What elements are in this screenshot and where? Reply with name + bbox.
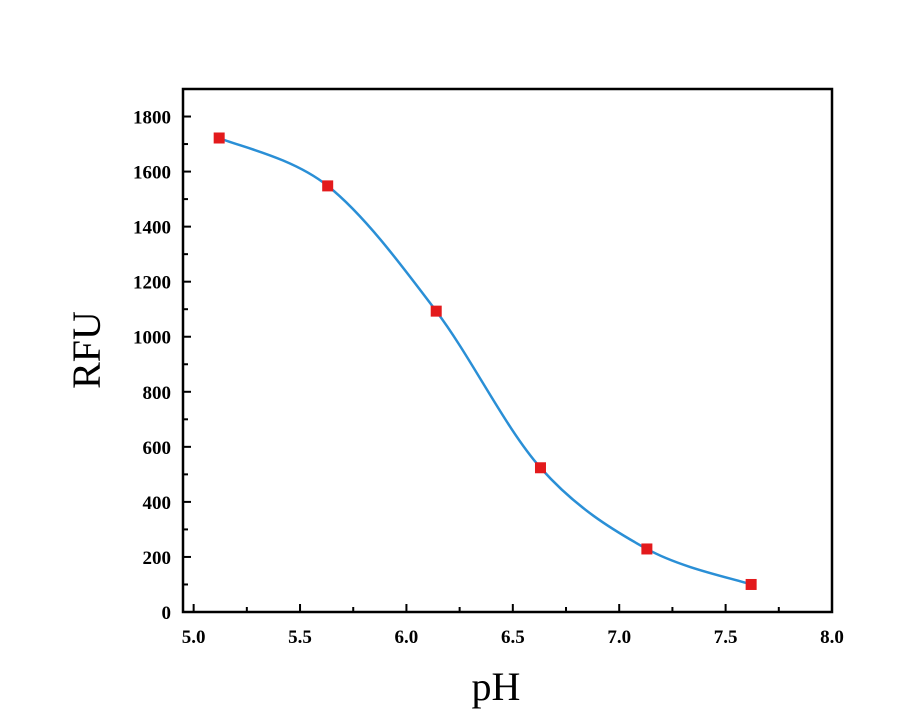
y-tick-label: 400 (143, 493, 172, 514)
x-tick-label: 7.0 (607, 627, 631, 648)
data-point-marker (641, 543, 653, 555)
data-markers (213, 132, 757, 590)
x-tick-label: 5.5 (288, 627, 312, 648)
y-tick-labels: 0 200 400 600 800 1000 1200 1400 1600 1800 (133, 108, 171, 624)
y-tick-label: 800 (143, 383, 172, 404)
data-point-marker (322, 180, 334, 192)
x-tick-label: 6.5 (501, 627, 525, 648)
y-tick-label: 0 (162, 603, 172, 624)
plot-frame (181, 87, 834, 614)
fit-curve (218, 136, 752, 586)
y-tick-label: 1400 (133, 218, 171, 239)
y-tick-label: 1200 (133, 273, 171, 294)
data-point-marker (213, 132, 225, 144)
x-tick-label: 5.0 (182, 627, 206, 648)
x-tick-label: 6.0 (395, 627, 419, 648)
y-tick-label: 1000 (133, 328, 171, 349)
axis-ticks (183, 115, 833, 613)
x-tick-label: 7.5 (714, 627, 738, 648)
data-point-marker (745, 578, 757, 590)
data-point-marker (430, 305, 442, 317)
x-tick-label: 8.0 (820, 627, 844, 648)
x-tick-labels: 5.0 5.5 6.0 6.5 7.0 7.5 8.0 (182, 627, 844, 648)
y-axis-title: RFU (64, 311, 109, 389)
y-tick-label: 1600 (133, 163, 171, 184)
y-tick-label: 200 (143, 548, 172, 569)
y-tick-label: 600 (143, 438, 172, 459)
data-point-marker (534, 462, 546, 474)
x-axis-title: pH (472, 664, 521, 709)
y-tick-label: 1800 (133, 108, 171, 129)
